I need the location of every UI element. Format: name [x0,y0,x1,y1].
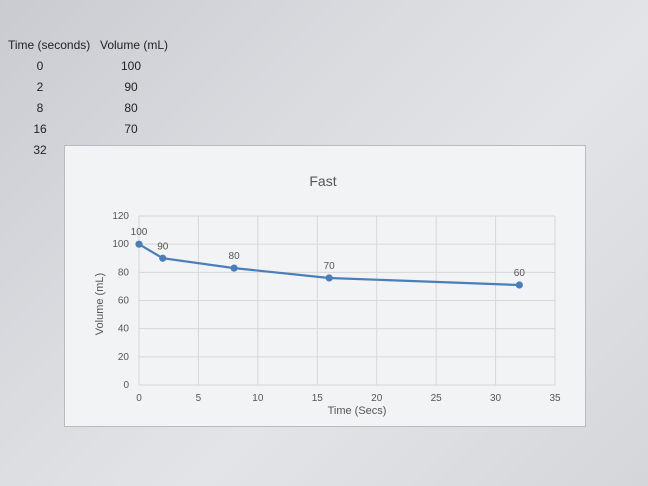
y-axis-label: Volume (mL) [94,273,106,335]
chart-area: Fast Time (Secs) Volume (mL) 0 5 10 15 20 25 3… [64,145,586,427]
chart-title: Fast [309,173,336,189]
x-tick-label: 0 [136,393,142,404]
data-label: 70 [324,261,336,272]
time-cell: 16 [33,122,47,136]
time-cell: 8 [36,101,44,115]
x-tick-label: 15 [312,393,324,404]
data-point [159,254,167,262]
volume-cell: 100 [120,59,142,73]
data-point [325,274,333,282]
x-tick-label: 20 [371,393,383,404]
y-tick-label: 100 [112,239,129,250]
data-point [230,264,238,272]
volume-cell: 90 [124,80,138,94]
time-column-header: Time (seconds) [8,38,91,52]
x-tick-label: 35 [549,393,561,404]
data-label: 60 [514,268,526,279]
y-tick-label: 40 [118,324,130,335]
y-tick-label: 60 [118,296,130,307]
x-tick-label: 5 [196,393,202,404]
data-label: 100 [131,227,148,238]
volume-column-header: Volume (mL) [100,38,169,52]
time-cell: 0 [36,59,44,73]
x-axis-label: Time (Secs) [328,405,387,417]
data-point [515,281,523,289]
line-chart: Fast Time (Secs) Volume (mL) 0 5 10 15 20 25 3… [94,173,561,417]
time-cell: 2 [36,80,44,94]
data-label: 90 [157,241,169,252]
volume-cell: 80 [124,101,138,115]
y-tick-label: 0 [123,380,129,391]
data-label: 80 [229,251,241,262]
x-tick-label: 10 [252,393,264,404]
data-point [135,240,143,248]
y-tick-label: 120 [112,211,129,222]
x-tick-label: 25 [431,393,443,404]
y-tick-label: 20 [118,352,130,363]
volume-cell: 70 [124,122,138,136]
y-tick-label: 80 [118,267,130,278]
x-tick-label: 30 [490,393,502,404]
time-cell: 32 [33,143,47,157]
